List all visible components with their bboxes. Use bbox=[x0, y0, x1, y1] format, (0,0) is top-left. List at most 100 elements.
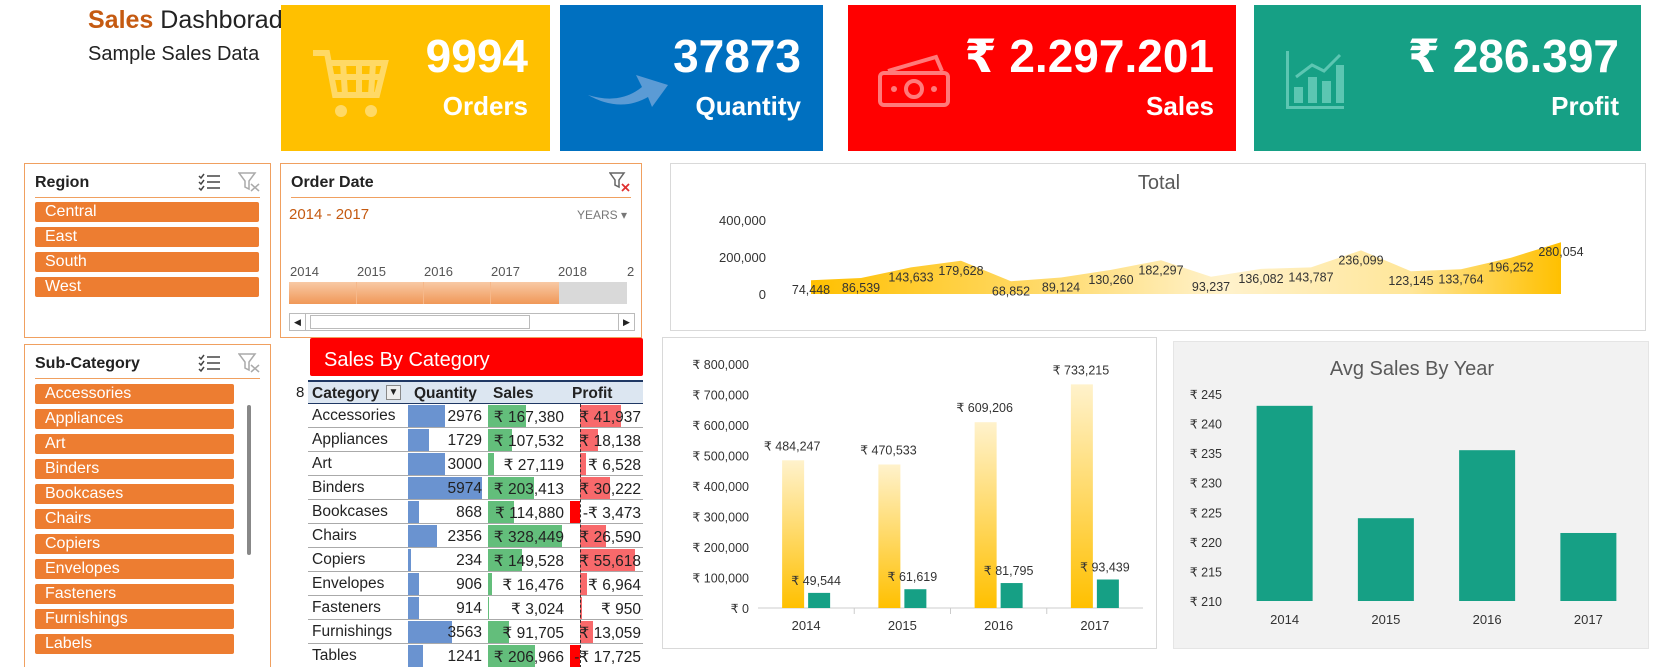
region-item-south[interactable]: South bbox=[35, 252, 259, 272]
cell-sales: ₹ 203,413 bbox=[493, 481, 564, 498]
subcategory-item[interactable]: Appliances bbox=[35, 409, 234, 429]
row-number: 8 bbox=[296, 384, 305, 401]
multi-select-icon[interactable] bbox=[198, 353, 222, 373]
quantity-databar bbox=[408, 549, 411, 571]
subcategory-item[interactable]: Chairs bbox=[35, 509, 234, 529]
profit-bar bbox=[904, 589, 927, 608]
cell-profit: ₹ 950 bbox=[600, 601, 641, 618]
kpi-orders-label: Orders bbox=[442, 91, 528, 121]
data-label: 280,054 bbox=[1538, 245, 1583, 259]
subcategory-item[interactable]: Labels bbox=[35, 634, 234, 654]
timeline-selection[interactable] bbox=[289, 282, 559, 304]
kpi-sales-label: Sales bbox=[1146, 91, 1214, 121]
y-tick-label: ₹ 210 bbox=[1190, 595, 1222, 609]
subtitle: Sample Sales Data bbox=[88, 43, 260, 65]
clear-filter-icon[interactable] bbox=[237, 353, 260, 373]
chevron-down-icon: ▾ bbox=[620, 208, 627, 222]
cell-profit: ₹ 6,528 bbox=[588, 457, 641, 474]
data-label: ₹ 733,215 bbox=[1053, 363, 1110, 377]
data-label: 130,260 bbox=[1088, 273, 1133, 287]
table-row: Furnishings 3563 ₹ 91,705 ₹ 13,059 bbox=[308, 620, 643, 644]
cell-profit: ₹ 41,937 bbox=[579, 409, 641, 426]
region-item-east[interactable]: East bbox=[35, 227, 259, 247]
scroll-thumb[interactable] bbox=[310, 315, 530, 329]
subcategory-item[interactable]: Accessories bbox=[35, 384, 234, 404]
slicer-scrollbar[interactable] bbox=[247, 405, 251, 555]
cell-sales: ₹ 149,528 bbox=[493, 553, 564, 570]
quantity-databar bbox=[408, 477, 482, 499]
clear-filter-icon[interactable] bbox=[608, 172, 631, 192]
avg-bar bbox=[1357, 518, 1414, 601]
subcategory-item[interactable]: Furnishings bbox=[35, 609, 234, 629]
subcategory-item[interactable]: Fasteners bbox=[35, 584, 234, 604]
cell-quantity: 5974 bbox=[447, 480, 482, 497]
avg-sales-chart: Avg Sales By Year ₹ 245 ₹ 240 ₹ 235 ₹ 230 ₹ 2… bbox=[1173, 341, 1649, 649]
time-level-dropdown[interactable]: YEARS ▾ bbox=[577, 208, 627, 222]
table-row: Appliances 1729 ₹ 107,532 ₹ 18,138 bbox=[308, 428, 643, 452]
data-label: ₹ 61,619 bbox=[888, 570, 938, 584]
timeline-year: 2014 bbox=[290, 264, 319, 279]
sales-databar bbox=[488, 477, 534, 499]
y-tick-label: ₹ 225 bbox=[1190, 506, 1222, 520]
data-label: 93,237 bbox=[1192, 280, 1230, 294]
y-tick-label: ₹ 700,000 bbox=[692, 389, 749, 403]
table-header: Category ▼ Quantity Sales Profit bbox=[308, 380, 643, 404]
subcategory-item[interactable]: Bookcases bbox=[35, 484, 234, 504]
money-icon bbox=[878, 54, 950, 107]
kpi-quantity-value: 37873 bbox=[673, 30, 801, 82]
subcategory-item[interactable]: Envelopes bbox=[35, 559, 234, 579]
y-tick-label: 0 bbox=[759, 287, 766, 302]
area-series bbox=[811, 242, 1561, 294]
timeline-year: 2 bbox=[627, 264, 635, 279]
kpi-quantity-card: 37873 Quantity bbox=[560, 5, 823, 151]
cell-quantity: 1729 bbox=[447, 432, 482, 449]
timeline-scrollbar[interactable]: ◀ ▶ bbox=[289, 313, 635, 331]
data-label: 86,539 bbox=[842, 281, 880, 295]
data-label: 236,099 bbox=[1338, 253, 1383, 267]
y-tick-label: ₹ 245 bbox=[1190, 388, 1222, 402]
y-tick-label: ₹ 200,000 bbox=[692, 541, 749, 555]
kpi-profit-card: ₹ 286.397 Profit bbox=[1254, 5, 1641, 151]
sales-databar bbox=[488, 621, 509, 643]
sales-databar bbox=[488, 549, 522, 571]
col-category: Category bbox=[312, 385, 380, 402]
cell-quantity: 914 bbox=[456, 600, 482, 617]
region-item-west[interactable]: West bbox=[35, 277, 259, 297]
sales-by-category-title: Sales By Category bbox=[310, 338, 643, 376]
avg-bar bbox=[1256, 405, 1313, 601]
subcategory-item[interactable]: Copiers bbox=[35, 534, 234, 554]
cell-category: Appliances bbox=[312, 431, 388, 448]
subcategory-item[interactable]: Art bbox=[35, 434, 234, 454]
subcategory-item[interactable]: Binders bbox=[35, 459, 234, 479]
scroll-left-icon[interactable]: ◀ bbox=[290, 314, 306, 330]
data-label: 143,633 bbox=[888, 270, 933, 284]
kpi-quantity-label: Quantity bbox=[695, 91, 801, 121]
sales-databar bbox=[488, 597, 489, 619]
cell-category: Fasteners bbox=[312, 599, 381, 616]
table-row: Chairs 2356 ₹ 328,449 ₹ 26,590 bbox=[308, 524, 643, 548]
cell-profit: ₹ 30,222 bbox=[579, 481, 641, 498]
timeline-year: 2015 bbox=[357, 264, 386, 279]
avg-bar bbox=[1560, 532, 1617, 601]
multi-select-icon[interactable] bbox=[198, 172, 222, 192]
scroll-right-icon[interactable]: ▶ bbox=[618, 314, 634, 330]
title-rest: Dashborad bbox=[160, 6, 283, 34]
chart-title: Avg Sales By Year bbox=[1330, 358, 1495, 380]
x-tick-label: 2014 bbox=[792, 618, 821, 633]
timeline-year: 2017 bbox=[491, 264, 520, 279]
cell-sales: ₹ 27,119 bbox=[503, 457, 564, 474]
quantity-databar bbox=[408, 501, 419, 523]
region-item-central[interactable]: Central bbox=[35, 202, 259, 222]
cell-category: Tables bbox=[312, 647, 357, 664]
quantity-databar bbox=[408, 525, 437, 547]
filter-dropdown-icon[interactable]: ▼ bbox=[386, 385, 401, 400]
profit-databar bbox=[580, 549, 635, 571]
x-tick-label: 2016 bbox=[1473, 612, 1502, 627]
quantity-databar bbox=[408, 645, 423, 667]
data-label: ₹ 81,795 bbox=[984, 564, 1034, 578]
shopping-cart-icon bbox=[313, 50, 389, 117]
data-label: 68,852 bbox=[992, 284, 1030, 298]
data-label: 196,252 bbox=[1488, 261, 1533, 275]
clear-filter-icon[interactable] bbox=[237, 172, 260, 192]
cell-sales: ₹ 167,380 bbox=[493, 409, 564, 426]
